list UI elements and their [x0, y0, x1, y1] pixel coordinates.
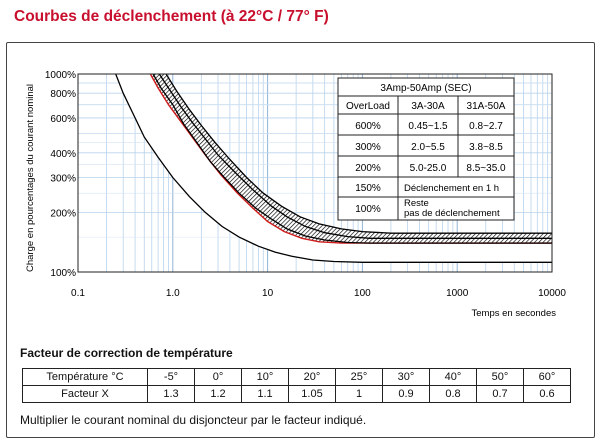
legend-value: 0.45~1.5 — [408, 121, 448, 132]
x-tick-label: 10 — [262, 288, 274, 299]
legend-overload: 600% — [355, 121, 381, 132]
temperature-cell: 10° — [241, 368, 289, 386]
trip-curve-chart: 0.1 1.0 10 100 1000 10000 100% 200% 300% 400% 600%… — [25, 70, 566, 319]
y-tick-label: 1000% — [45, 70, 76, 81]
legend-merged-value: Reste — [404, 198, 429, 209]
factor-cell: 1.2 — [194, 385, 242, 403]
y-tick-label: 100% — [50, 268, 76, 279]
temperature-cell: 40° — [429, 368, 477, 386]
trip-time-table: 3Amp-50Amp (SEC) OverLoad 3A-30A 31A-50A… — [337, 77, 515, 221]
legend-value: 2.0~5.5 — [411, 142, 445, 153]
legend-value: 0.8~2.7 — [469, 121, 503, 132]
legend-overload: 200% — [355, 163, 381, 174]
y-tick-label: 800% — [50, 89, 76, 100]
y-tick-label: 300% — [50, 174, 76, 185]
x-axis-label: Temps en secondes — [472, 308, 557, 319]
x-tick-label: 100 — [354, 288, 371, 299]
temperature-cell: 20° — [288, 368, 336, 386]
trip-curve-line — [165, 74, 552, 234]
temperature-cell: -5° — [147, 368, 195, 386]
temperature-cell: 0° — [194, 368, 242, 386]
factor-cell: 1 — [335, 385, 383, 403]
factor-cell: 0.8 — [429, 385, 477, 403]
factor-cell: 1.05 — [288, 385, 336, 403]
legend-value: 5.0-25.0 — [410, 163, 447, 174]
legend-overload: 300% — [355, 142, 381, 153]
temperature-cell: 60° — [523, 368, 571, 386]
temperature-cell: 25° — [335, 368, 383, 386]
temperature-cell: 30° — [382, 368, 430, 386]
chart-frame — [6, 42, 595, 438]
y-tick-label: 200% — [50, 208, 76, 219]
temperature-row: Température °C -5° 0° 10° 20° 25° 30° 40… — [22, 368, 571, 386]
legend-col-31a-50a: 31A-50A — [467, 101, 506, 112]
y-tick-label: 400% — [50, 149, 76, 160]
correction-note: Multiplier le courant nominal du disjonc… — [20, 413, 367, 427]
trip-band-hatched — [150, 74, 552, 244]
trip-curve-line — [115, 74, 552, 263]
legend-overload: 100% — [355, 204, 381, 215]
factor-cell: 0.9 — [382, 385, 430, 403]
legend-merged-value: pas de déclenchement — [404, 208, 500, 219]
factor-cell: 1.3 — [147, 385, 195, 403]
trip-curve-line — [152, 74, 552, 244]
x-tick-label: 1.0 — [166, 288, 180, 299]
plot-border — [77, 73, 553, 273]
trip-band-white — [115, 74, 552, 263]
correction-title: Facteur de correction de température — [20, 346, 233, 360]
legend-col-overload: OverLoad — [346, 101, 390, 112]
trip-curve-line — [158, 74, 552, 239]
factor-cell: 1.1 — [241, 385, 289, 403]
legend-overload: 150% — [355, 183, 381, 194]
factor-row: Facteur X 1.3 1.2 1.1 1.05 1 0.9 0.8 0.7… — [22, 385, 571, 403]
x-tick-label: 1000 — [446, 288, 469, 299]
page-title: Courbes de déclenchement (à 22°C / 77° F… — [14, 8, 329, 25]
factor-label: Facteur X — [22, 385, 148, 403]
x-tick-label: 0.1 — [71, 288, 85, 299]
legend-col-3a-30a: 3A-30A — [411, 101, 445, 112]
y-axis-label: Charge en pourcentages du courant nomina… — [25, 84, 36, 272]
legend-value: 8.5~35.0 — [466, 163, 506, 174]
correction-table: Température °C -5° 0° 10° 20° 25° 30° 40… — [22, 368, 571, 403]
x-tick-label: 10000 — [538, 288, 566, 299]
y-tick-label: 600% — [50, 114, 76, 125]
factor-cell: 0.6 — [523, 385, 571, 403]
legend-header: 3Amp-50Amp (SEC) — [380, 83, 471, 94]
legend-value: 3.8~8.5 — [469, 142, 503, 153]
temperature-label: Température °C — [22, 368, 148, 386]
factor-cell: 0.7 — [476, 385, 524, 403]
legend-merged-value: Déclenchement en 1 h — [404, 183, 499, 194]
temperature-cell: 50° — [476, 368, 524, 386]
